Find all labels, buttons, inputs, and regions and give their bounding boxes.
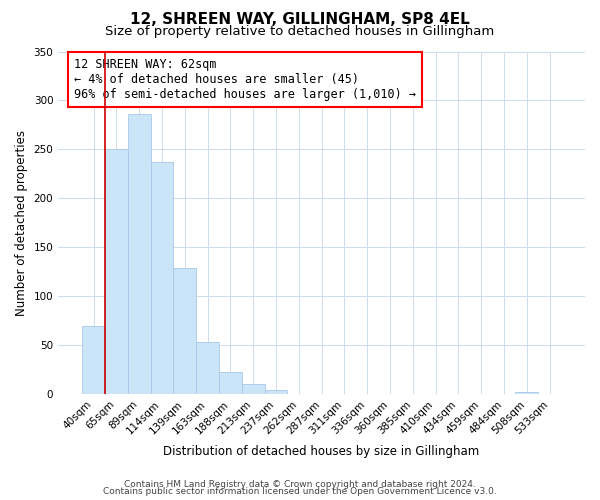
Y-axis label: Number of detached properties: Number of detached properties (15, 130, 28, 316)
Bar (196, 342, 219, 394)
Text: Contains HM Land Registry data © Crown copyright and database right 2024.: Contains HM Land Registry data © Crown c… (124, 480, 476, 489)
Bar (265, 390, 287, 394)
Text: 12, SHREEN WAY, GILLINGHAM, SP8 4EL: 12, SHREEN WAY, GILLINGHAM, SP8 4EL (130, 12, 470, 28)
Text: 12 SHREEN WAY: 62sqm
← 4% of detached houses are smaller (45)
96% of semi-detach: 12 SHREEN WAY: 62sqm ← 4% of detached ho… (74, 58, 416, 102)
Bar (151, 162, 173, 394)
Text: Contains public sector information licensed under the Open Government Licence v3: Contains public sector information licen… (103, 488, 497, 496)
Bar (173, 268, 196, 394)
Text: Size of property relative to detached houses in Gillingham: Size of property relative to detached ho… (106, 25, 494, 38)
Bar (515, 392, 538, 394)
X-axis label: Distribution of detached houses by size in Gillingham: Distribution of detached houses by size … (163, 444, 480, 458)
Bar (82, 326, 105, 394)
Bar (242, 384, 265, 394)
Bar (105, 148, 128, 394)
Bar (219, 372, 242, 394)
Bar (128, 114, 151, 394)
